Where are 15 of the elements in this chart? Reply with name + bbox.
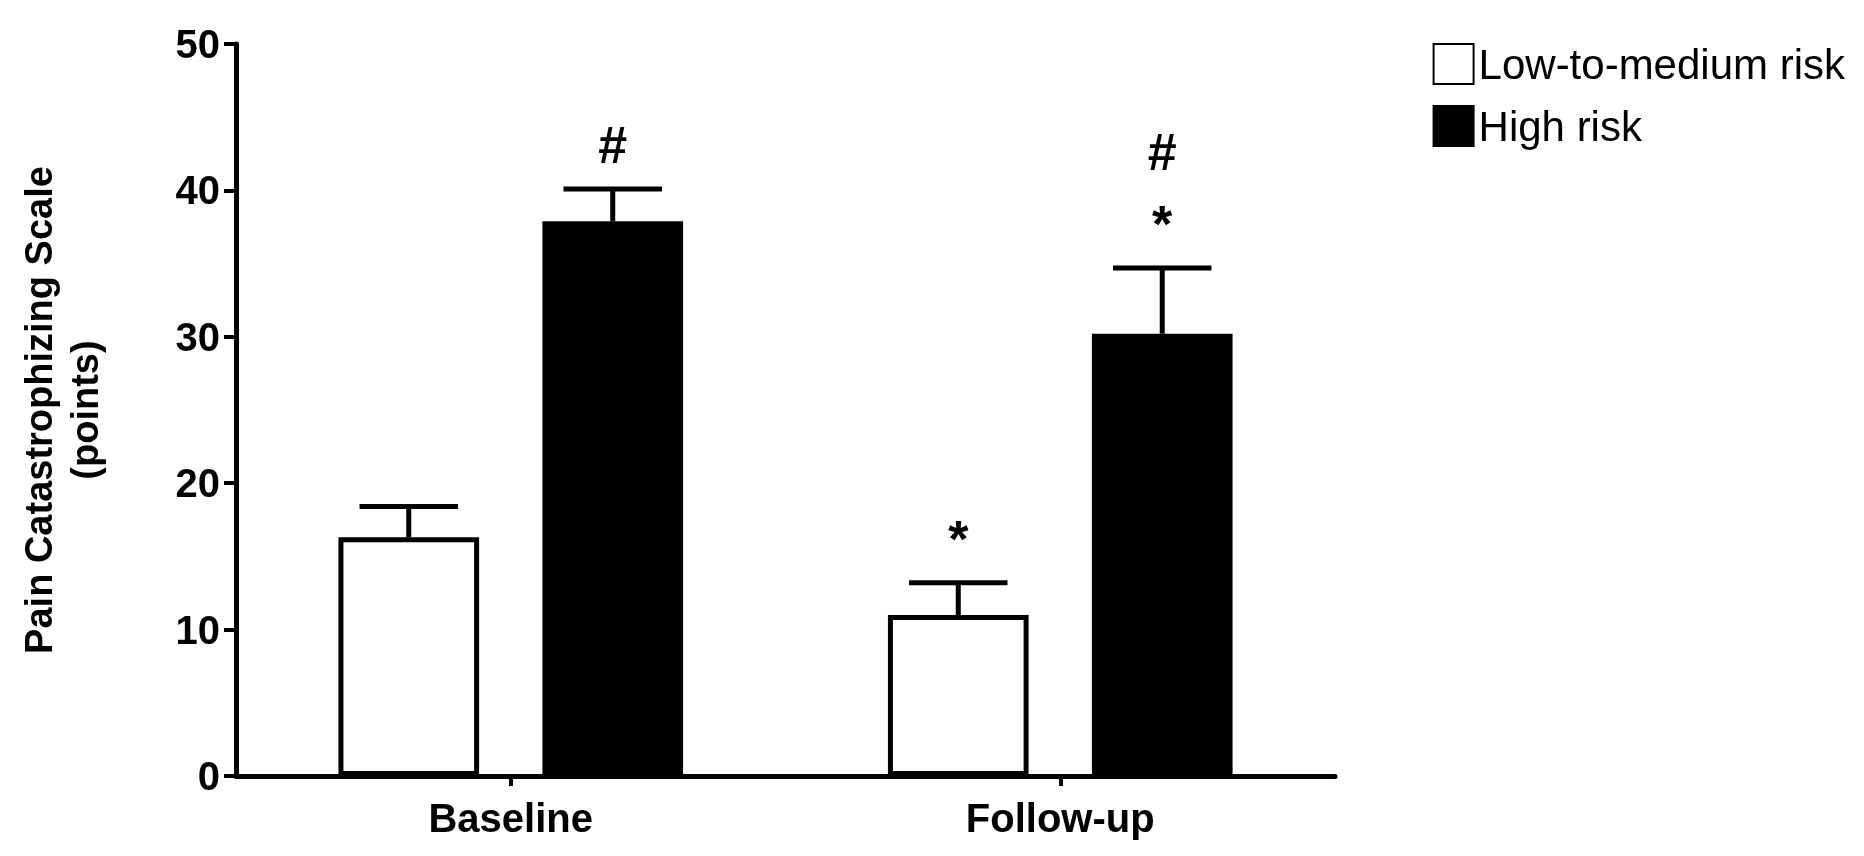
annotation: # [1147, 122, 1177, 181]
annotation: * [1152, 194, 1174, 253]
legend-label: Low-to-medium risk [1478, 40, 1846, 88]
annotation: # [598, 115, 628, 174]
x-tick-label: Follow-up [965, 796, 1155, 840]
legend-label: High risk [1478, 102, 1643, 150]
y-axis-title: Pain Catastrophizing Scale (points) [18, 166, 106, 654]
y-tick-label: 20 [175, 461, 220, 506]
y-tick-label: 10 [175, 607, 220, 652]
y-tick-label: 30 [175, 314, 220, 359]
y-tick-label: 40 [175, 168, 220, 213]
annotation: * [948, 509, 970, 568]
x-tick-label: Baseline [428, 796, 594, 840]
y-tick-label: 50 [175, 22, 220, 66]
y-tick-label: 0 [197, 754, 220, 798]
